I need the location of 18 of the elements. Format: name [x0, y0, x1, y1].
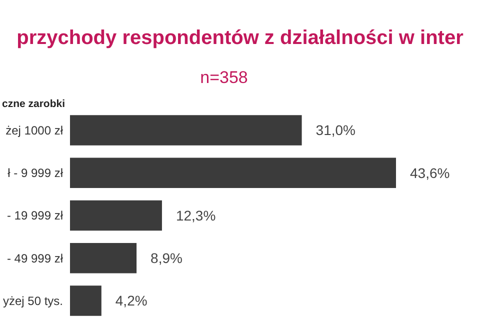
data-label: 4,2%	[115, 292, 148, 309]
bar	[70, 242, 137, 274]
y-tick-label: - 19 999 zł	[6, 208, 64, 223]
chart-subtitle: n=358	[200, 68, 248, 87]
y-axis-title: czne zarobki	[2, 98, 66, 110]
bar	[70, 115, 302, 146]
chart-title: przychody respondentów z działalności w inter	[16, 27, 464, 49]
y-tick-label: yżej 50 tys.	[2, 294, 63, 308]
bar	[70, 286, 102, 316]
data-label: 43,6%	[410, 164, 450, 181]
bar	[70, 158, 396, 188]
data-label: 12,3%	[176, 207, 216, 224]
y-tick-label: żej 1000 zł	[6, 123, 64, 138]
bar	[70, 200, 162, 231]
data-label: 31,0%	[316, 122, 356, 138]
y-tick-label: ł - 9 999 zł	[8, 166, 64, 180]
data-label: 8,9%	[150, 250, 182, 266]
y-tick-label: - 49 999 zł	[6, 251, 64, 266]
